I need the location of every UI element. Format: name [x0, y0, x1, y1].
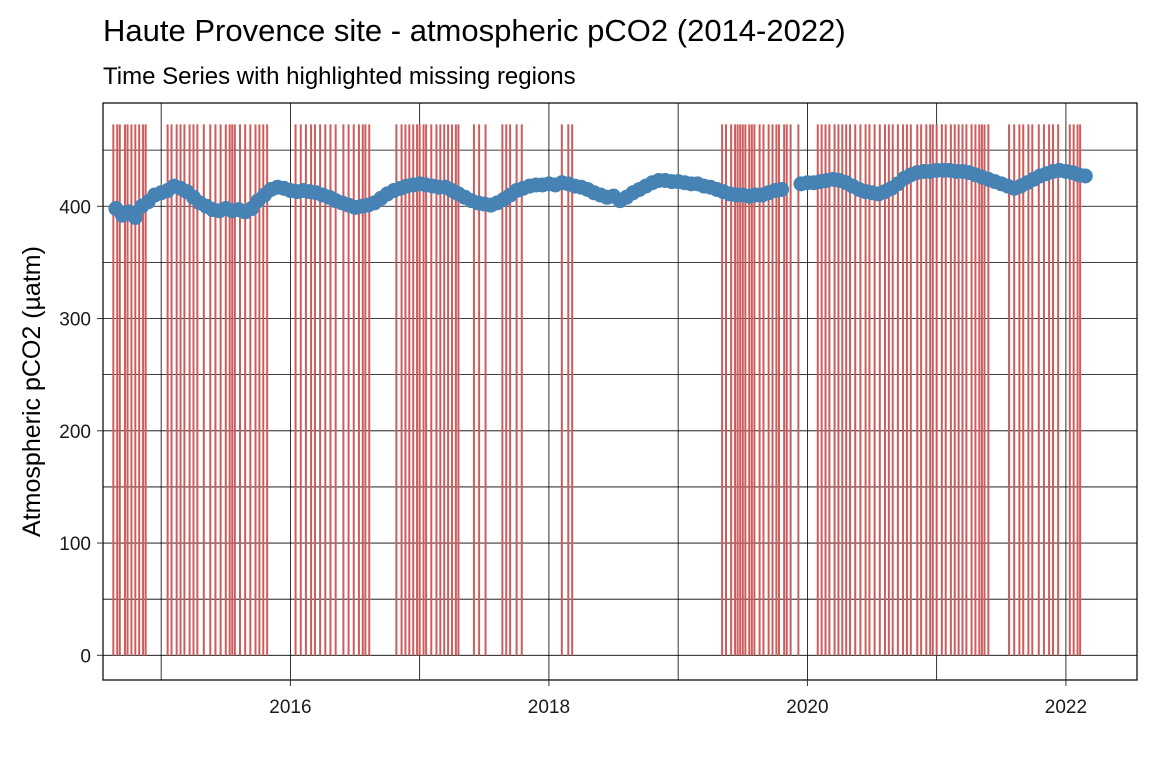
data-point [774, 181, 790, 197]
chart-title: Haute Provence site - atmospheric pCO2 (… [103, 13, 846, 48]
y-tick-label: 100 [59, 534, 91, 555]
data-points [108, 162, 1093, 226]
x-tick-label: 2022 [1045, 697, 1087, 718]
y-tick-label: 400 [59, 197, 91, 218]
axes: 0 100 200 300 400 2016 2018 2020 2022 [59, 197, 1087, 718]
x-tick-label: 2016 [269, 697, 311, 718]
y-tick-label: 300 [59, 310, 91, 331]
y-axis-title: Atmospheric pCO2 (µatm) [18, 246, 46, 537]
plot-border [102, 102, 1138, 681]
x-tick-label: 2020 [786, 697, 828, 718]
x-tick-label: 2018 [528, 697, 570, 718]
y-tick-label: 200 [59, 422, 91, 443]
chart-subtitle: Time Series with highlighted missing reg… [103, 63, 576, 90]
y-tick-label: 0 [80, 646, 91, 667]
data-point [127, 210, 143, 226]
data-point [1077, 168, 1093, 184]
